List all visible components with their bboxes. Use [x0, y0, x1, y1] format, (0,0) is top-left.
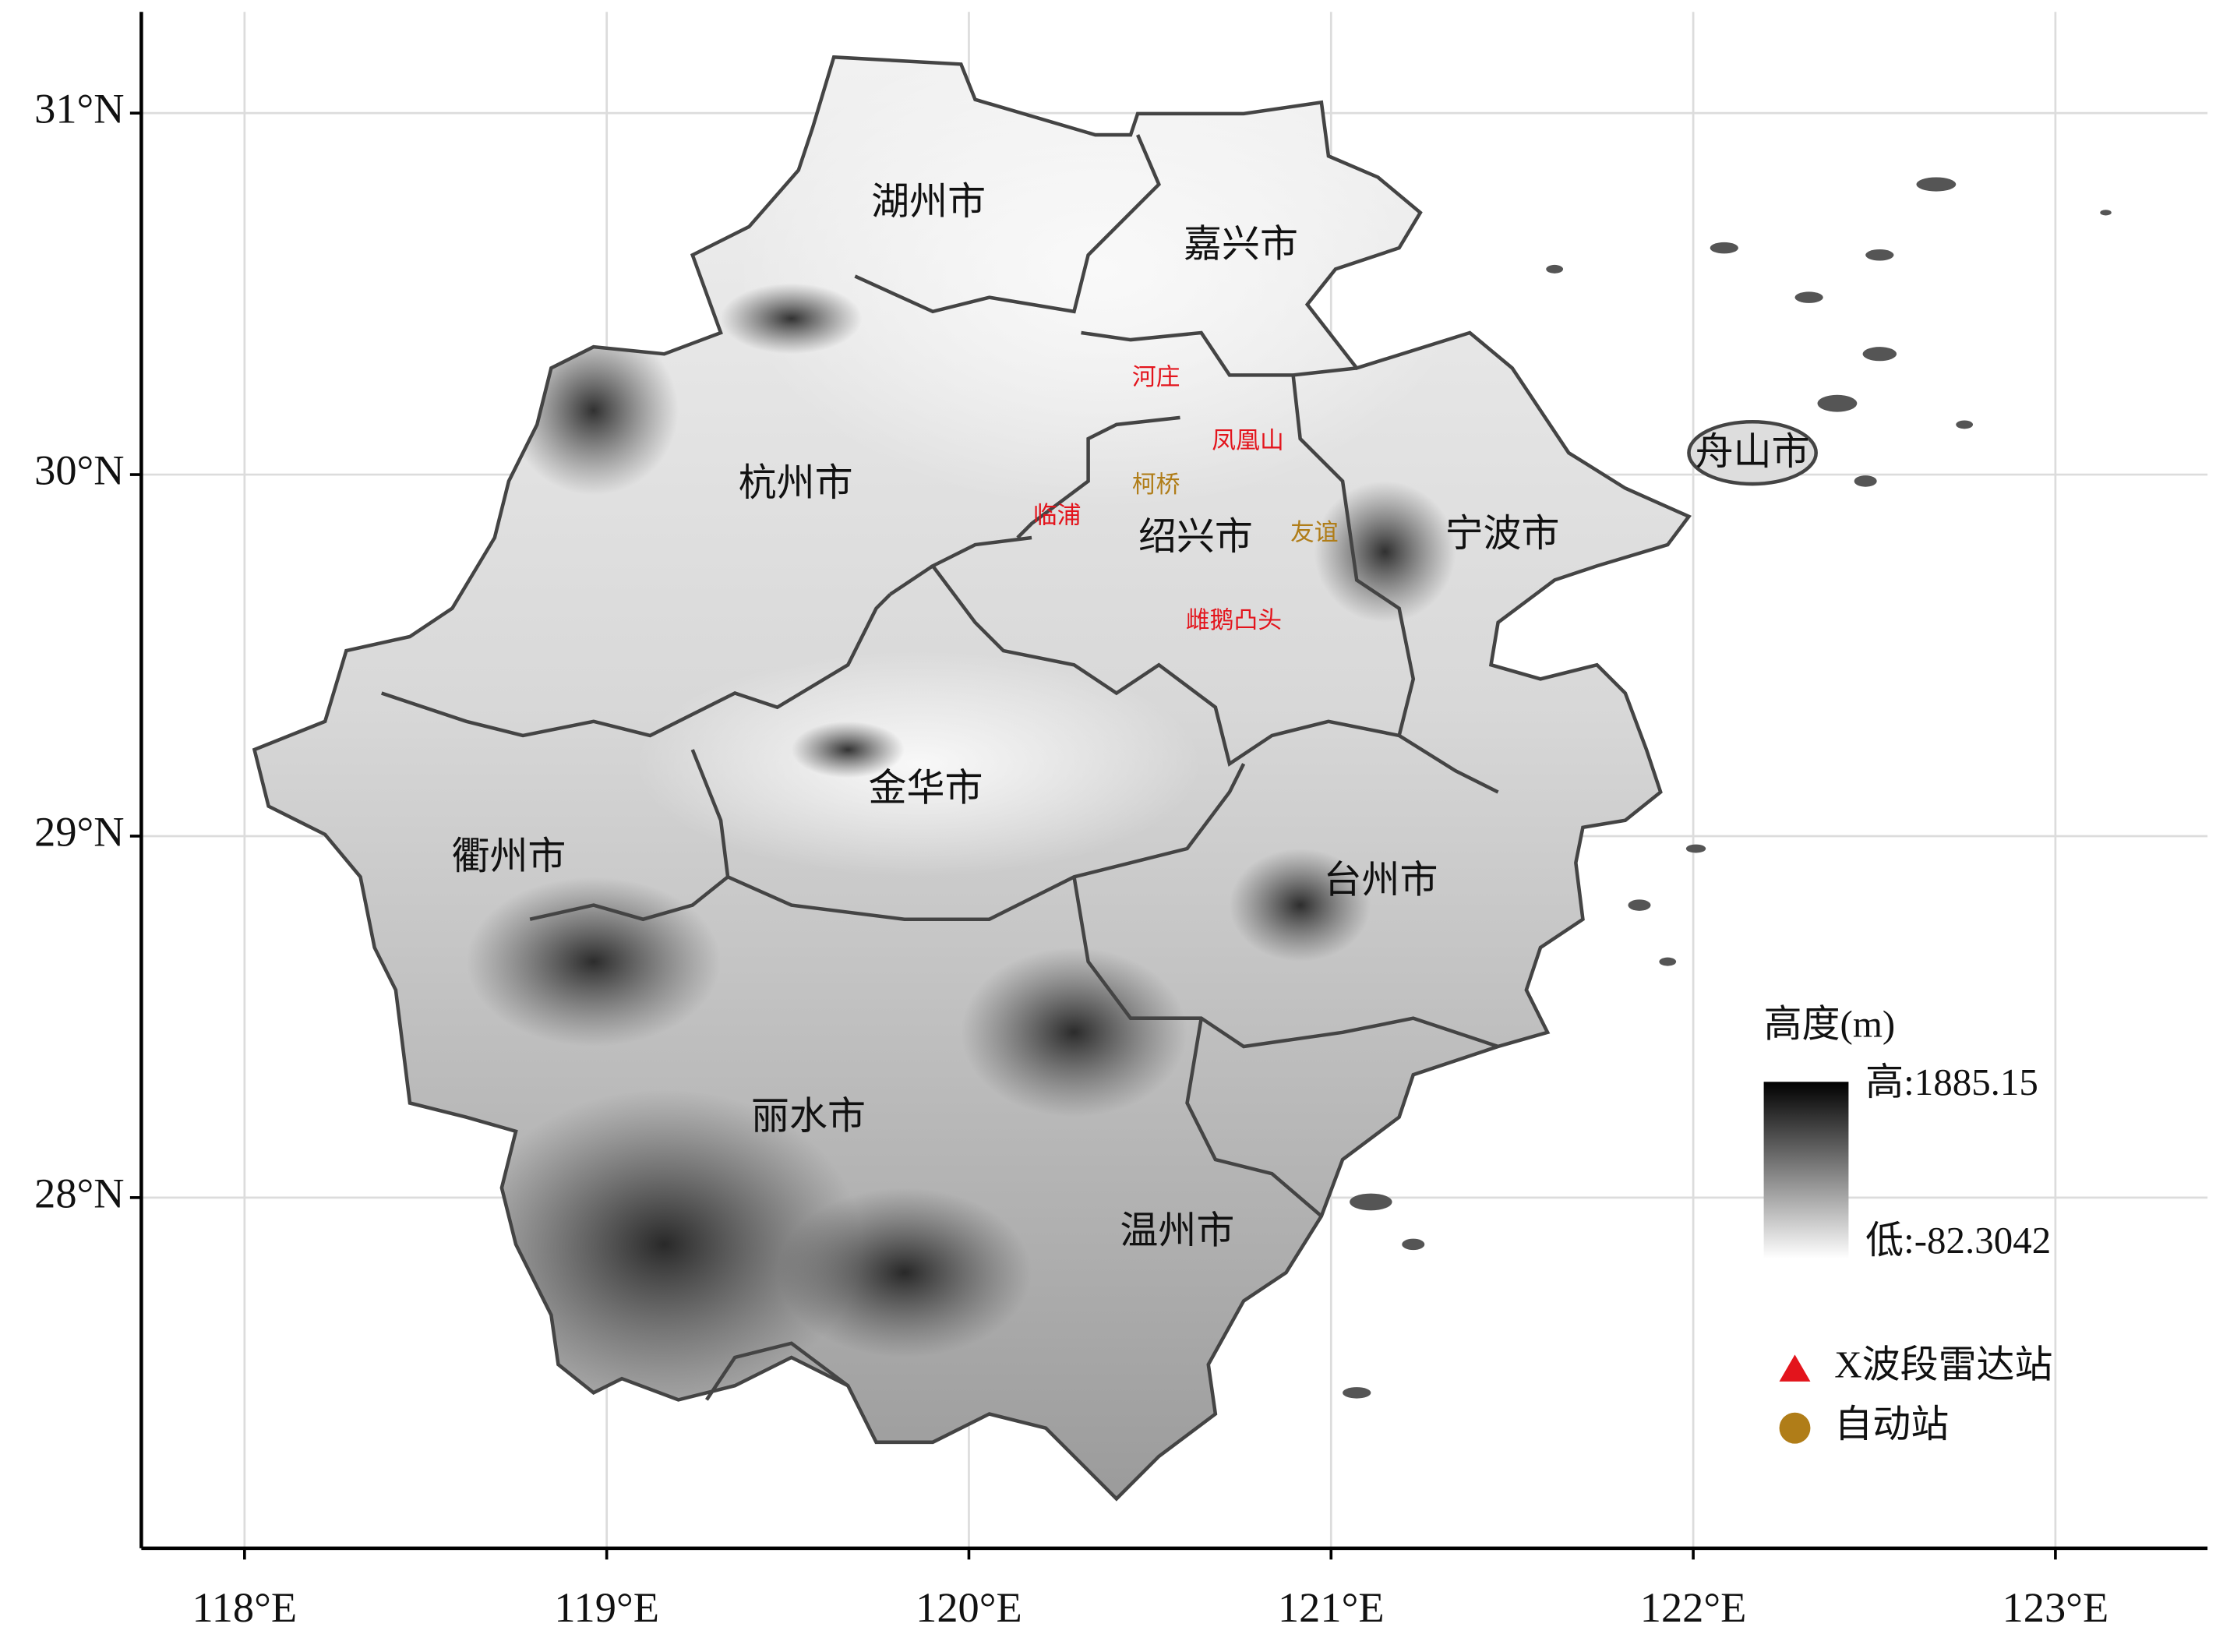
- legend-high: 高:1885.15: [1865, 1061, 2038, 1103]
- legend-label: X波段雷达站: [1834, 1343, 2052, 1386]
- x-tick-label: 121°E: [1278, 1584, 1385, 1631]
- city-label: 台州市: [1324, 859, 1438, 902]
- station-label: 友谊: [1290, 519, 1339, 545]
- legend-label: 自动站: [1834, 1403, 1949, 1446]
- x-tick-label: 122°E: [1640, 1584, 1747, 1631]
- city-label: 金华市: [869, 767, 983, 810]
- city-label: 舟山市: [1696, 430, 1810, 473]
- y-tick-label: 30°N: [34, 447, 124, 494]
- legend-marker: [1779, 1412, 1811, 1444]
- boundaries: [254, 57, 1688, 1498]
- y-tick-label: 28°N: [34, 1170, 124, 1216]
- y-tick-label: 31°N: [34, 86, 124, 132]
- legend-colorbar: [1763, 1082, 1849, 1259]
- radar-label: 临浦: [1033, 503, 1082, 529]
- x-tick-label: 123°E: [2003, 1584, 2109, 1631]
- station-label: 柯桥: [1132, 471, 1180, 498]
- city-label: 丽水市: [751, 1094, 866, 1137]
- city-label: 绍兴市: [1138, 515, 1253, 558]
- city-label: 湖州市: [871, 180, 986, 223]
- x-tick-label: 120°E: [916, 1584, 1022, 1631]
- islands: [1343, 177, 2112, 1399]
- y-tick-label: 29°N: [34, 808, 124, 855]
- city-label: 嘉兴市: [1184, 222, 1298, 265]
- legend-low: 低:-82.3042: [1865, 1219, 2051, 1262]
- terrain: [254, 57, 1689, 1499]
- radar-label: 凤凰山: [1212, 428, 1284, 454]
- city-label: 温州市: [1120, 1209, 1234, 1251]
- radar-label: 雌鹅凸头: [1186, 607, 1282, 634]
- x-tick-label: 119°E: [554, 1584, 659, 1631]
- legend-title: 高度(m): [1764, 1003, 1896, 1046]
- x-tick-label: 118°E: [192, 1584, 298, 1631]
- city-label: 宁波市: [1445, 512, 1560, 555]
- city-label: 衢州市: [451, 835, 566, 877]
- legend-marker: [1779, 1354, 1811, 1382]
- radar-label: 河庄: [1132, 364, 1180, 390]
- city-label: 杭州市: [739, 461, 853, 504]
